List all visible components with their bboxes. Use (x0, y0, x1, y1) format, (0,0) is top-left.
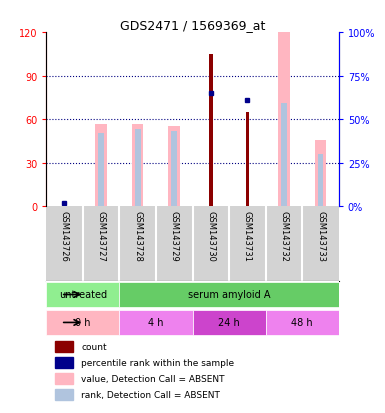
Text: GSM143729: GSM143729 (170, 210, 179, 261)
Bar (315, 140, 326, 206)
Text: count: count (81, 342, 107, 351)
Text: 48 h: 48 h (291, 318, 313, 328)
FancyBboxPatch shape (119, 310, 192, 335)
Title: GDS2471 / 1569369_at: GDS2471 / 1569369_at (120, 19, 265, 32)
Bar (281, 104, 287, 206)
Bar (209, 55, 213, 206)
Bar (171, 132, 177, 206)
FancyBboxPatch shape (266, 310, 339, 335)
Bar (135, 130, 141, 206)
FancyBboxPatch shape (46, 310, 119, 335)
Text: GSM143732: GSM143732 (280, 210, 288, 261)
Text: GSM143733: GSM143733 (316, 210, 325, 261)
FancyBboxPatch shape (119, 282, 339, 307)
Bar (55, 373, 72, 384)
Text: GSM143726: GSM143726 (60, 210, 69, 261)
Text: GSM143727: GSM143727 (97, 210, 105, 261)
Bar (278, 4, 290, 206)
Bar (246, 113, 249, 206)
Text: untreated: untreated (59, 290, 107, 300)
Text: percentile rank within the sample: percentile rank within the sample (81, 358, 234, 367)
Text: 24 h: 24 h (218, 318, 240, 328)
FancyBboxPatch shape (46, 282, 119, 307)
Bar (55, 357, 72, 368)
Text: rank, Detection Call = ABSENT: rank, Detection Call = ABSENT (81, 390, 220, 399)
Bar (55, 389, 72, 400)
Text: 4 h: 4 h (148, 318, 164, 328)
Bar (98, 134, 104, 206)
Bar (55, 342, 72, 352)
Bar (132, 125, 143, 206)
Text: GSM143730: GSM143730 (206, 210, 215, 261)
Text: GSM143728: GSM143728 (133, 210, 142, 261)
Bar (169, 127, 180, 206)
Bar (95, 125, 107, 206)
FancyBboxPatch shape (192, 310, 266, 335)
Text: serum amyloid A: serum amyloid A (188, 290, 270, 300)
Text: GSM143731: GSM143731 (243, 210, 252, 261)
Text: value, Detection Call = ABSENT: value, Detection Call = ABSENT (81, 374, 225, 383)
Text: 0 h: 0 h (75, 318, 90, 328)
Bar (318, 154, 323, 206)
